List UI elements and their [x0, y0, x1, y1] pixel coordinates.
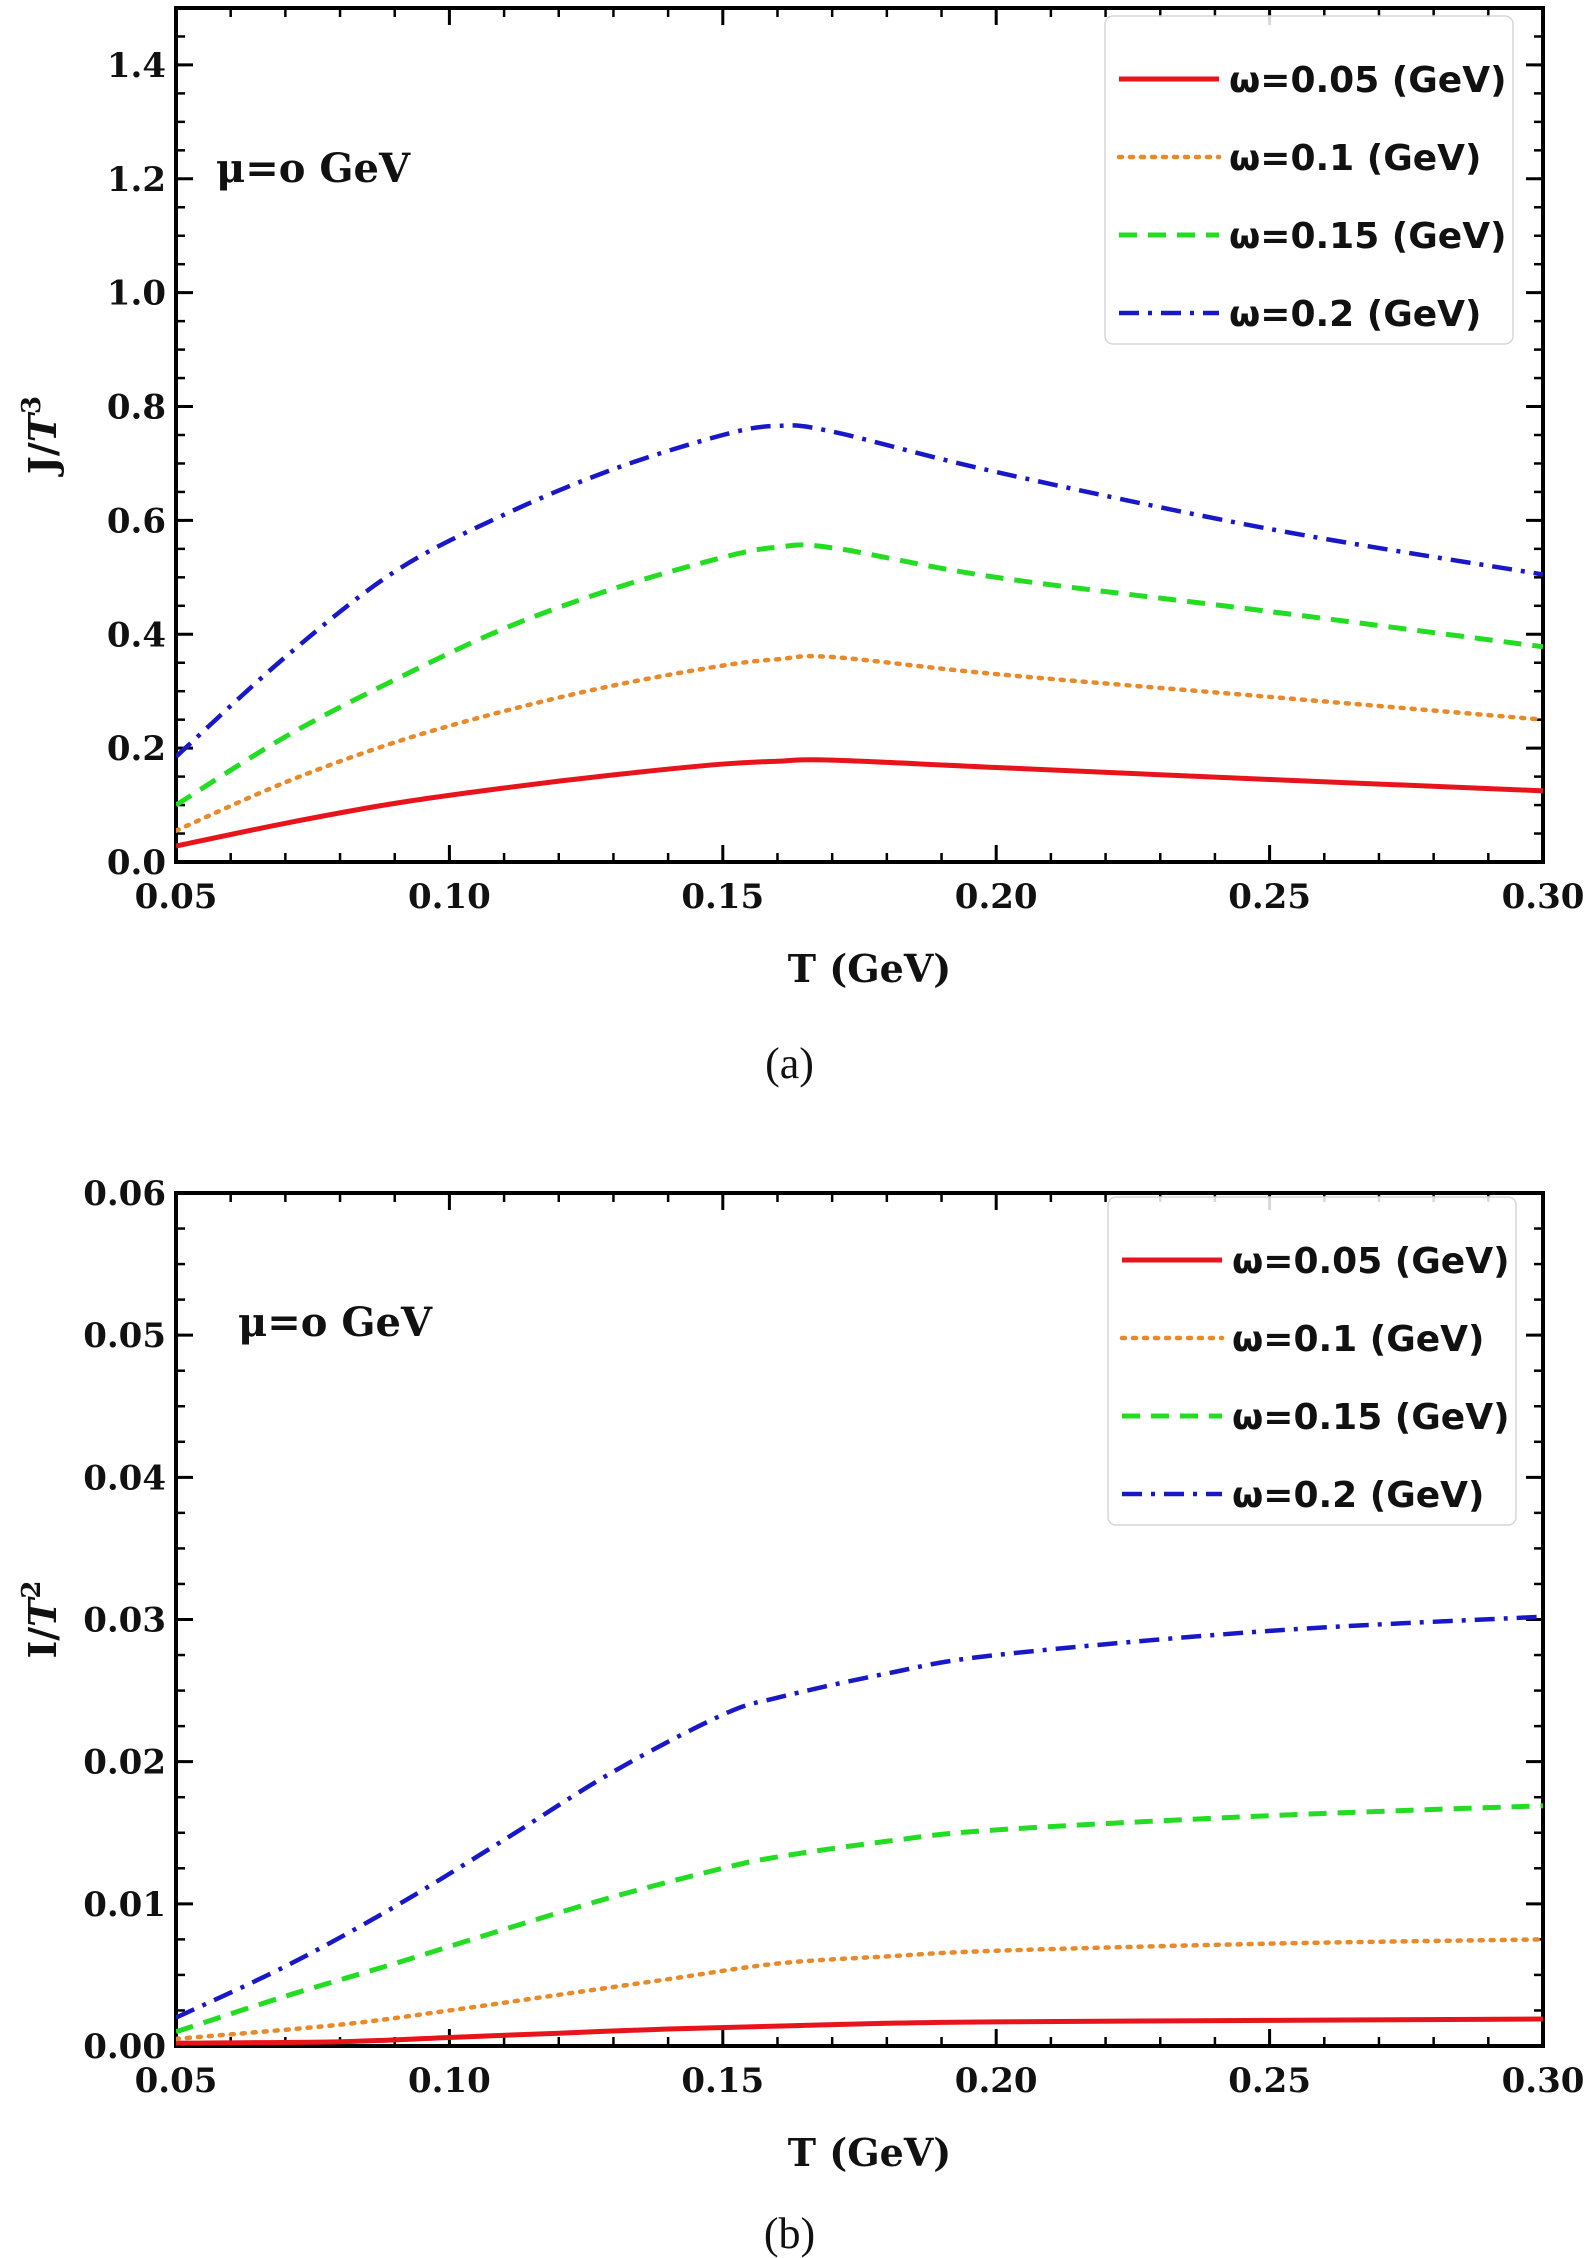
y-tick-label: 0.05: [83, 1316, 166, 1356]
panel-caption: (a): [765, 1039, 814, 1088]
y-tick-label: 0.03: [83, 1601, 166, 1641]
series-line-solid: [176, 2016, 1543, 2046]
x-tick-label: 0.30: [1502, 877, 1585, 917]
panel-a: 0.05 0.10 0.15 0.20 0.25 0.30 0.0 0.2 0.4 0.6 0.8 1…: [17, 6, 1585, 1088]
mu-annotation: μ=o GeV: [216, 145, 411, 192]
legend-entry: ω=0.1 (GeV): [1232, 1319, 1485, 1360]
y-tick-label: 0.8: [107, 388, 166, 428]
x-tick-label: 0.10: [408, 877, 491, 917]
mu-annotation: μ=o GeV: [238, 1299, 433, 1346]
y-tick-label: 0.00: [83, 2027, 166, 2067]
series-line-dashed: [176, 542, 1543, 808]
x-tick-label: 0.15: [681, 877, 764, 917]
x-tick-label: 0.20: [955, 877, 1038, 917]
y-tick-label: 0.6: [107, 501, 166, 541]
x-axis-label: T (GeV): [788, 946, 952, 991]
y-tick-label: 0.02: [83, 1743, 166, 1783]
panel-caption: (b): [764, 2209, 815, 2258]
legend-entry: ω=0.2 (GeV): [1232, 1475, 1485, 1516]
series-line-dotted: [176, 1937, 1543, 2042]
x-axis-label: T (GeV): [788, 2130, 952, 2175]
legend-entry: ω=0.2 (GeV): [1229, 294, 1482, 335]
x-tick-label: 0.25: [1228, 2061, 1311, 2101]
x-tick-label: 0.05: [135, 2061, 218, 2101]
legend-entry: ω=0.05 (GeV): [1229, 60, 1507, 101]
y-tick-label: 0.4: [107, 615, 166, 655]
x-tick-label: 0.30: [1502, 2061, 1585, 2101]
y-tick-label: 0.06: [83, 1174, 166, 1214]
y-tick-label: 1.4: [107, 46, 166, 86]
legend-entry: ω=0.15 (GeV): [1229, 216, 1507, 257]
series-line-dashdot: [176, 1614, 1543, 2020]
x-tick-label: 0.25: [1228, 877, 1311, 917]
x-tick-label: 0.15: [681, 2061, 764, 2101]
x-tick-label: 0.05: [135, 877, 218, 917]
series-line-dashdot: [176, 423, 1543, 759]
y-tick-label: 1.2: [107, 160, 166, 200]
series-line-dashed: [176, 1803, 1543, 2035]
legend-box: [1107, 1196, 1517, 1526]
x-tick-label: 0.10: [408, 2061, 491, 2101]
series-line-solid: [176, 757, 1543, 849]
y-axis-label: I/T2: [17, 1580, 65, 1658]
legend-entry: ω=0.05 (GeV): [1232, 1241, 1510, 1282]
legend-box: [1104, 15, 1514, 345]
y-tick-label: 0.0: [107, 843, 166, 883]
y-tick-label: 0.2: [107, 729, 166, 769]
y-tick-label: 1.0: [107, 274, 166, 314]
y-axis-label: J/T3: [17, 396, 65, 477]
panel-b: 0.05 0.10 0.15 0.20 0.25 0.30 0.00 0.01 0.02 0.03…: [17, 1174, 1584, 2258]
y-tick-label: 0.01: [83, 1885, 166, 1925]
legend-entry: ω=0.15 (GeV): [1232, 1397, 1510, 1438]
legend-entry: ω=0.1 (GeV): [1229, 138, 1482, 179]
x-tick-label: 0.20: [955, 2061, 1038, 2101]
series-line-dotted: [176, 653, 1543, 833]
y-tick-label: 0.04: [83, 1458, 166, 1498]
